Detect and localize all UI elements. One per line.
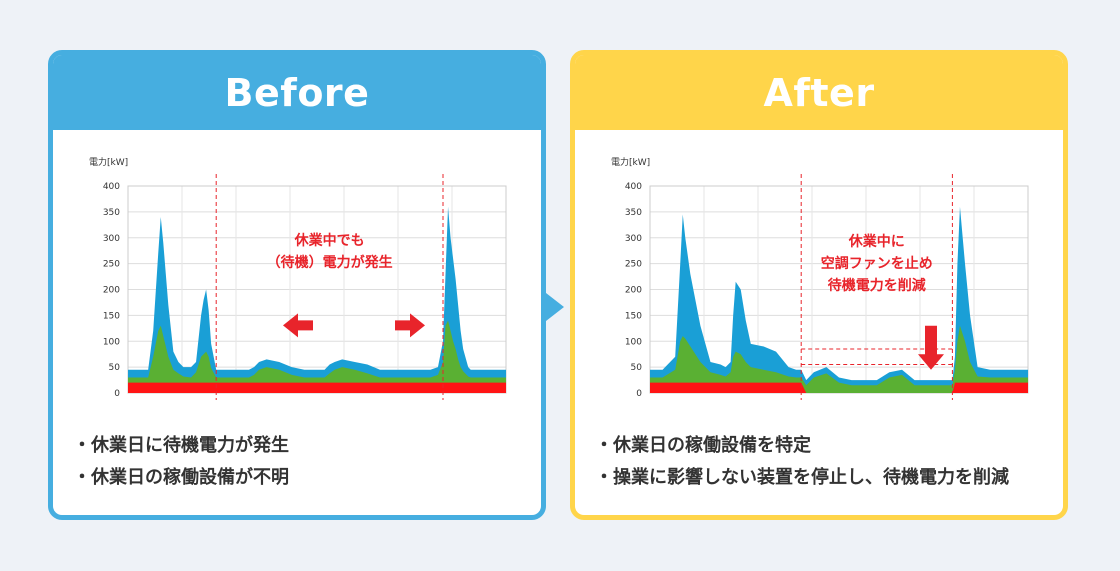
- y-tick-label: 150: [625, 311, 642, 321]
- annotation-text: 休業中でも: [294, 232, 365, 249]
- before-bullet-list: 休業日に待機電力が発生 休業日の稼働設備が不明: [73, 430, 289, 494]
- y-tick-label: 100: [625, 337, 642, 347]
- before-panel: Before 電力[kW]050100150200250300350400操業日…: [48, 50, 546, 520]
- y-tick-label: 300: [625, 234, 642, 244]
- left-arrow-icon: [283, 313, 313, 338]
- y-tick-label: 0: [636, 389, 642, 399]
- series-green-area: [128, 320, 506, 393]
- before-chart: 電力[kW]050100150200250300350400操業日休業日操業日休…: [89, 156, 507, 400]
- bullet-item: 休業日の稼働設備が不明: [73, 462, 289, 494]
- series-green-area: [650, 325, 1028, 393]
- right-arrow-icon: [395, 313, 425, 338]
- bullet-item: 操業に影響しない装置を停止し、待機電力を削減: [595, 462, 1009, 494]
- down-arrow-icon: [918, 325, 944, 370]
- before-header: Before: [53, 55, 541, 130]
- after-chart: 電力[kW]050100150200250300350400操業日休業日操業日休…: [611, 156, 1029, 400]
- y-tick-label: 250: [625, 260, 642, 270]
- y-tick-label: 400: [625, 182, 642, 192]
- series-red-area: [128, 382, 506, 393]
- y-axis-label: 電力[kW]: [89, 156, 128, 168]
- y-tick-label: 300: [103, 234, 120, 244]
- y-tick-label: 350: [625, 208, 642, 218]
- annotation-text: 休業中に: [848, 233, 905, 250]
- y-tick-label: 150: [103, 311, 120, 321]
- y-tick-label: 200: [625, 286, 642, 296]
- series-red-area: [650, 382, 1028, 393]
- after-header: After: [575, 55, 1063, 130]
- annotation-text: （待機）電力が発生: [267, 254, 393, 271]
- y-tick-label: 50: [109, 363, 121, 373]
- y-tick-label: 50: [631, 363, 643, 373]
- after-bullet-list: 休業日の稼働設備を特定 操業に影響しない装置を停止し、待機電力を削減: [595, 430, 1009, 494]
- y-tick-label: 0: [114, 389, 120, 399]
- series-blue-area: [650, 206, 1028, 393]
- after-panel: After 電力[kW]050100150200250300350400操業日休…: [570, 50, 1068, 520]
- annotation-text: 空調ファンを止め: [821, 255, 933, 272]
- bullet-item: 休業日に待機電力が発生: [73, 430, 289, 462]
- y-axis-label: 電力[kW]: [611, 156, 650, 168]
- annotation-text: 待機電力を削減: [828, 277, 926, 294]
- y-tick-label: 200: [103, 286, 120, 296]
- bullet-item: 休業日の稼働設備を特定: [595, 430, 1009, 462]
- y-tick-label: 350: [103, 208, 120, 218]
- y-tick-label: 250: [103, 260, 120, 270]
- transition-arrow-icon: [546, 293, 564, 321]
- y-tick-label: 400: [103, 182, 120, 192]
- y-tick-label: 100: [103, 337, 120, 347]
